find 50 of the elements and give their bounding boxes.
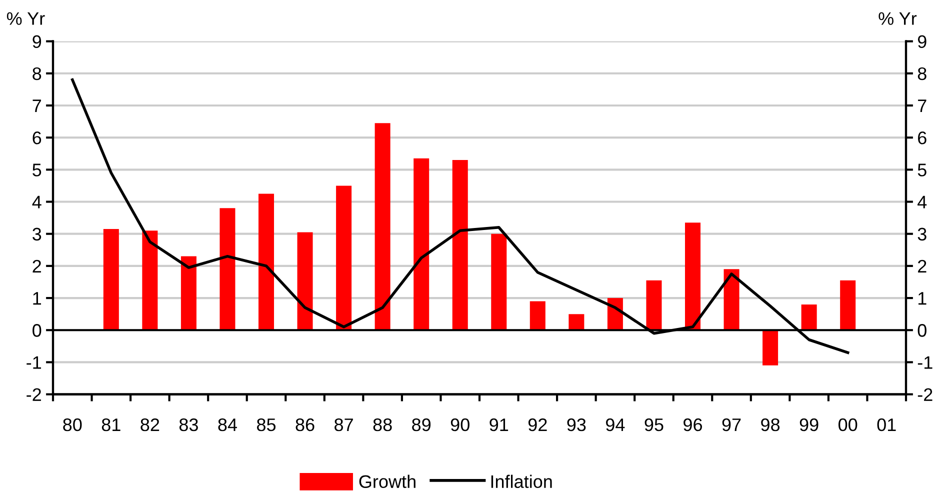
y2-tick-label: 3 bbox=[918, 228, 926, 241]
y-tick-label: 0 bbox=[32, 324, 42, 337]
y2-tick-label: 5 bbox=[918, 164, 926, 176]
y2-tick-label: 8 bbox=[918, 67, 926, 80]
y2-tick-label: 4 bbox=[918, 196, 927, 208]
x-tick-label: 83 bbox=[179, 418, 198, 432]
x-tick-label: 88 bbox=[373, 418, 392, 432]
y-tick-label: -1 bbox=[26, 356, 42, 369]
x-tick-label: 87 bbox=[334, 418, 353, 432]
x-tick-label: 97 bbox=[722, 418, 741, 432]
y2-tick-label: 9 bbox=[918, 35, 926, 48]
x-tick-label: 01 bbox=[877, 418, 896, 432]
y2-axis-title: % Yr bbox=[878, 12, 917, 25]
y2-tick-label: 0 bbox=[918, 324, 926, 337]
y-axis-title: % Yr bbox=[6, 12, 45, 25]
x-tick-label: 95 bbox=[644, 418, 664, 432]
y-tick-label: -2 bbox=[26, 388, 41, 401]
y-tick-label: 9 bbox=[32, 35, 42, 48]
x-tick-label: 84 bbox=[218, 418, 237, 432]
y2-tick-label: -1 bbox=[918, 356, 932, 369]
x-tick-label: 82 bbox=[140, 418, 160, 432]
x-tick-label: 98 bbox=[761, 418, 780, 432]
x-tick-label: 00 bbox=[838, 418, 858, 432]
y2-tick-label: 2 bbox=[918, 260, 926, 272]
y-tick-label: 1 bbox=[33, 292, 42, 305]
y2-tick-label: 7 bbox=[918, 100, 926, 112]
x-tick-label: 91 bbox=[490, 418, 508, 432]
legend-label: Growth bbox=[359, 474, 416, 488]
x-tick-label: 89 bbox=[412, 418, 431, 432]
x-tick-label: 81 bbox=[102, 418, 120, 432]
y-tick-label: 5 bbox=[32, 164, 42, 176]
y2-tick-label: 6 bbox=[918, 132, 926, 144]
x-tick-label: 86 bbox=[296, 418, 314, 432]
x-tick-label: 85 bbox=[256, 418, 276, 432]
y-tick-label: 7 bbox=[32, 100, 41, 112]
y2-tick-label: 1 bbox=[918, 292, 926, 305]
x-tick-label: 99 bbox=[800, 418, 818, 432]
x-tick-label: 96 bbox=[684, 418, 702, 432]
x-tick-label: 80 bbox=[63, 418, 82, 432]
y2-tick-label: -2 bbox=[918, 388, 932, 401]
x-tick-label: 92 bbox=[528, 418, 547, 432]
x-tick-label: 93 bbox=[567, 418, 586, 432]
y-tick-label: 8 bbox=[32, 67, 42, 80]
y-tick-label: 4 bbox=[32, 196, 42, 208]
x-tick-label: 90 bbox=[450, 418, 470, 432]
legend-label: Inflation bbox=[491, 474, 552, 488]
y-tick-label: 3 bbox=[32, 228, 42, 241]
y-tick-label: 2 bbox=[32, 260, 41, 272]
y-tick-label: 6 bbox=[32, 132, 42, 144]
x-tick-label: 94 bbox=[606, 418, 625, 432]
